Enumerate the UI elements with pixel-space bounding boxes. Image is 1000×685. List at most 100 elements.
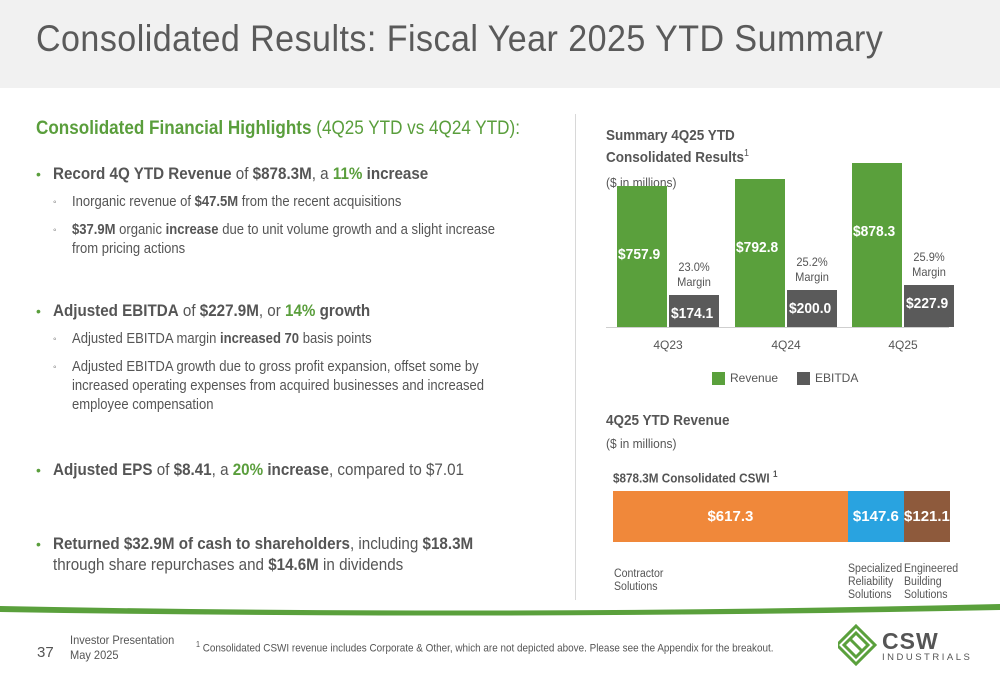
b1s2-p4: due to unit volume growth and a slight i…	[218, 222, 495, 238]
b1-p6: increase	[362, 165, 429, 183]
legend-swatch-revenue	[712, 372, 725, 385]
bar-revenue-label-4Q25: $878.3	[853, 223, 896, 241]
legend-label-revenue: Revenue	[730, 371, 779, 385]
b3-p5: 20%	[232, 461, 264, 479]
bar-ebitda-4Q24	[787, 289, 837, 327]
bullet-dot: •	[36, 462, 41, 478]
b1-p1: Record 4Q YTD Revenue	[53, 165, 232, 183]
revenue-segment-name-3: Engineered Building Solutions	[903, 563, 959, 601]
x-tick-4Q23: 4Q23	[653, 338, 683, 352]
x-tick-4Q24: 4Q24	[771, 338, 801, 352]
b3-p3: $8.41	[173, 461, 212, 479]
b4-p3: $18.3M	[422, 535, 474, 553]
bar-ebitda-label-4Q23: $174.1	[671, 304, 714, 322]
b3-p7: , compared to $7.01	[328, 461, 464, 479]
revenue-segment-name-1: Contractor Solutions	[614, 568, 664, 593]
sub-dot: ◦	[53, 225, 57, 236]
b3-p6: increase	[263, 461, 329, 479]
b2s1-p1: Adjusted EBITDA margin	[72, 331, 220, 347]
b2-p3: $227.9M	[199, 302, 259, 320]
footnote-text: Consolidated CSWI revenue includes Corpo…	[200, 642, 774, 655]
bar-ebitda-4Q25	[904, 284, 954, 327]
b2s2-l2: increased operating expenses from acquir…	[72, 378, 485, 394]
x-axis-line	[606, 327, 949, 328]
b2s2-l3: employee compensation	[72, 397, 214, 413]
revenue-breakdown-title: 4Q25 YTD Revenue	[606, 412, 730, 429]
b1-p2: of	[231, 165, 253, 183]
b4-p1: Returned $32.9M of cash to shareholders	[53, 535, 350, 553]
highlights-heading: Consolidated Financial Highlights (4Q25 …	[36, 118, 520, 140]
revenue-breakdown-subtitle: ($ in millions)	[606, 436, 677, 451]
footnote: 1 Consolidated CSWI revenue includes Cor…	[196, 640, 773, 655]
summary-chart-title: Summary 4Q25 YTD Consolidated Results1	[606, 127, 749, 167]
b1s1-p2: $47.5M	[194, 194, 239, 210]
sub-dot: ◦	[53, 197, 57, 208]
bullet-dot: •	[36, 166, 41, 182]
b1s2-p3: increase	[165, 222, 219, 238]
revenue-segment-2: $147.6	[847, 491, 904, 542]
bar-revenue-label-4Q23: $757.9	[618, 245, 661, 263]
bar-revenue-4Q25	[852, 163, 902, 327]
footer-green-curve	[0, 604, 1000, 616]
b1s1-p3: from the recent acquisitions	[238, 194, 402, 210]
b2-p5: 14%	[285, 302, 316, 320]
b1s2-p2: organic	[115, 222, 166, 238]
margin-label-4Q24: 25.2% Margin	[795, 254, 829, 284]
margin-label-4Q25: 25.9% Margin	[912, 249, 946, 279]
logo-main-text: CSW	[882, 628, 939, 654]
b1-p4: , a	[311, 165, 333, 183]
page-number: 37	[37, 644, 54, 661]
revenue-segment-3: $121.1	[903, 491, 950, 542]
b3-p2: of	[152, 461, 174, 479]
b4-p2: , including	[349, 535, 423, 553]
b4-p4: through share repurchases and	[53, 556, 269, 574]
bar-revenue-4Q23	[617, 185, 667, 327]
bar-revenue-label-4Q24: $792.8	[736, 239, 779, 257]
b1s1-p1: Inorganic revenue of	[72, 194, 195, 210]
b4-p5: $14.6M	[268, 556, 319, 574]
footnote-sup: 1	[196, 640, 201, 649]
bar-ebitda-4Q23	[669, 294, 719, 327]
b1-p5: 11%	[332, 165, 363, 183]
summary-chart-title-l2: Consolidated Results	[606, 149, 745, 166]
bullet-dot: •	[36, 536, 41, 552]
b2-p6: growth	[315, 302, 371, 320]
b2-p4: , or	[258, 302, 286, 320]
presentation-l1: Investor Presentation	[70, 633, 175, 647]
highlights-heading-period: (4Q25 YTD vs 4Q24 YTD):	[311, 118, 520, 139]
x-tick-4Q25: 4Q25	[888, 338, 918, 352]
bar-ebitda-label-4Q24: $200.0	[789, 299, 832, 317]
vertical-divider	[575, 114, 576, 600]
margin-label-4Q23: 23.0% Margin	[677, 259, 711, 289]
page-title: Consolidated Results: Fiscal Year 2025 Y…	[36, 18, 884, 59]
revenue-segment-name-2: Specialized Reliability Solutions	[847, 563, 902, 601]
consolidated-label-sup: 1	[772, 469, 778, 479]
presentation-label: Investor Presentation May 2025	[70, 633, 174, 663]
consolidated-label-text: $878.3M Consolidated CSWI	[613, 470, 770, 486]
b2s1-p2: increased 70	[219, 331, 300, 347]
title-bar	[0, 0, 1000, 88]
b3-p4: , a	[211, 461, 233, 479]
revenue-segment-1: $617.3	[613, 491, 848, 542]
b4-p6: in dividends	[318, 556, 404, 574]
legend-swatch-ebitda	[797, 372, 810, 385]
logo-sub-text: INDUSTRIALS	[882, 652, 973, 663]
bar-ebitda-label-4Q25: $227.9	[906, 294, 949, 312]
consolidated-label: $878.3M Consolidated CSWI 1	[613, 469, 777, 485]
presentation-l2: May 2025	[70, 648, 119, 662]
b1-p3: $878.3M	[252, 165, 312, 183]
bullet-dot: •	[36, 303, 41, 319]
b2s1-p3: basis points	[299, 331, 372, 347]
summary-chart-title-sup: 1	[744, 148, 750, 159]
highlights-heading-bold: Consolidated Financial Highlights	[36, 118, 312, 139]
b3-p1: Adjusted EPS	[53, 461, 153, 479]
csw-logo-icon	[838, 623, 878, 667]
b2-p1: Adjusted EBITDA	[53, 302, 179, 320]
b1s2-p5: from pricing actions	[72, 241, 186, 257]
bar-revenue-4Q24	[735, 179, 785, 327]
highlights-section: Consolidated Financial Highlights (4Q25 …	[36, 118, 566, 574]
b2-p2: of	[178, 302, 200, 320]
b2s2-l1: Adjusted EBITDA growth due to gross prof…	[72, 359, 479, 375]
b1s2-p1: $37.9M	[72, 222, 116, 238]
sub-dot: ◦	[53, 334, 57, 345]
